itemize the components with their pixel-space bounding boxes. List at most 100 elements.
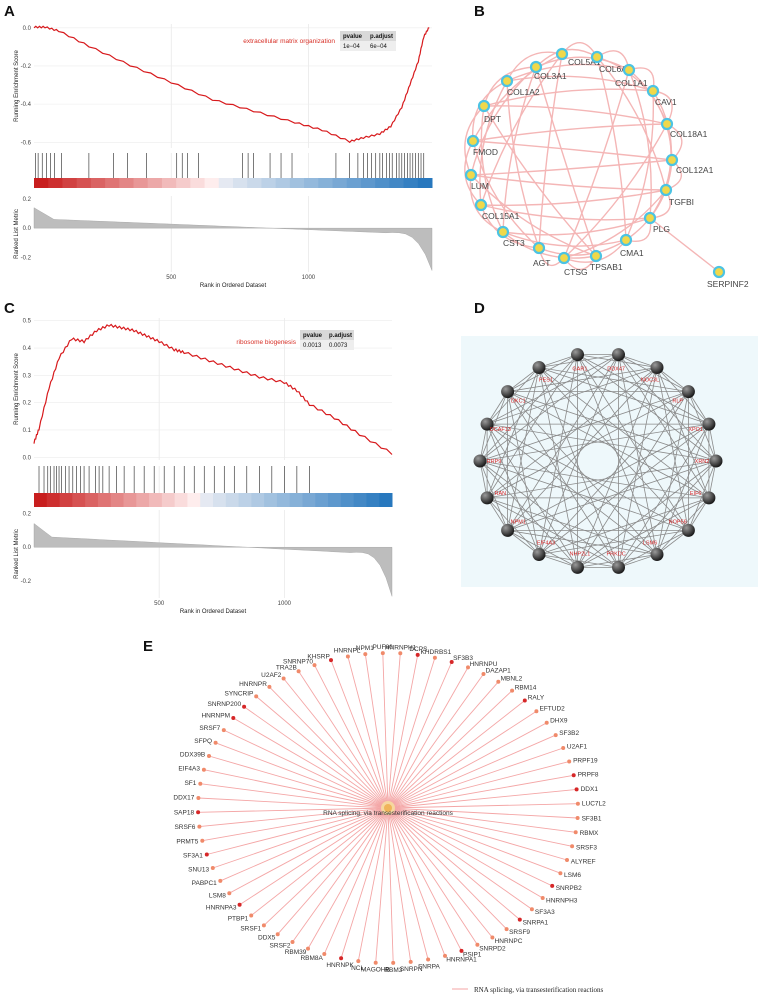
network-e-node-label: HNRNPR — [239, 681, 267, 688]
network-e-node — [275, 932, 280, 937]
network-d-edge — [618, 354, 658, 368]
network-e-node-label: KHDRBS1 — [421, 649, 452, 656]
network-e-edge — [269, 686, 389, 809]
network-e-node-label: DDX17 — [173, 795, 194, 802]
network-b-edge — [483, 105, 597, 257]
network-e-edge — [220, 807, 389, 882]
network-d-node — [702, 491, 716, 505]
y-tick-label: 0.0 — [23, 26, 32, 32]
network-e-node-label: HNRNPC — [495, 938, 523, 945]
network-e-node — [550, 883, 555, 888]
network-e-node-label: DCPS — [409, 646, 428, 653]
network-e-edge — [292, 807, 389, 943]
network-d-edge — [618, 354, 689, 392]
network-b-node — [532, 241, 546, 255]
panel-letter-c: C — [4, 300, 15, 317]
network-e-edge — [202, 807, 389, 842]
network-b-node-label: COL6A3 — [599, 64, 632, 74]
network-d-edge — [479, 391, 689, 462]
network-e-edge — [198, 797, 389, 809]
network-d-node — [612, 560, 625, 574]
network-e-node — [218, 878, 223, 883]
x-axis-title: Rank in Ordered Dataset — [180, 609, 247, 615]
network-e-node — [261, 923, 266, 928]
network-d: PES1 GAR1 DDX47 NOC3L RLP XPO1 XRN2 EIF6 NOP56 LS… — [473, 348, 723, 574]
network-e-edge — [387, 661, 453, 809]
rank-color-cell — [187, 493, 201, 507]
network-e-node-label: HNRNPM — [201, 713, 230, 720]
network-e-node-label: DHX9 — [550, 718, 568, 725]
network-e-edge — [330, 659, 389, 809]
network-d-edge — [507, 367, 540, 531]
table-value-pvalue: 0.0013 — [303, 343, 322, 349]
rank-color-cell — [76, 178, 92, 188]
network-e-node — [443, 953, 447, 958]
network-e-node-label: SF3B3 — [453, 655, 473, 662]
network-b-node — [464, 168, 478, 182]
network-e-node-label: HNRNPU — [470, 661, 498, 668]
network-e-node-label: ALYREF — [571, 858, 596, 865]
network-d-node-label: LSM6 — [643, 540, 657, 546]
network-e-node — [380, 651, 385, 656]
network-e-node — [575, 816, 580, 820]
network-e-legend: RNA splicing, via transesterification re… — [474, 986, 604, 994]
network-b-edge — [464, 105, 485, 176]
network-d-node — [501, 523, 515, 537]
network-d-edge — [486, 497, 658, 555]
network-d-edge — [507, 391, 717, 462]
network-b-edge — [538, 239, 627, 256]
network-e-edge — [215, 742, 389, 809]
network-b-edge — [483, 105, 668, 125]
network-e-node-label: SF3B1 — [582, 815, 602, 822]
network-e-node-label: MBNL2 — [501, 676, 523, 683]
network-e-node — [204, 852, 209, 857]
rank-color-cell — [85, 493, 99, 507]
network-e-edge — [387, 807, 507, 930]
rank-color-cell — [315, 493, 329, 507]
network-d-node — [571, 348, 584, 362]
network-d-edge — [486, 354, 619, 425]
network-e-edge — [314, 664, 389, 809]
network-b-node — [660, 117, 674, 131]
network-b-node-label: COL15A1 — [482, 211, 520, 221]
network-e-center-label: RNA splicing, via transesterification re… — [323, 810, 453, 817]
network-b-edge — [563, 123, 668, 259]
network-d-edge — [486, 423, 689, 531]
y2-axis-title: Ranked List Metric — [14, 529, 20, 579]
term-label: ribosome biogenesis — [236, 339, 296, 346]
y-axis-title: Running Enrichment Score — [14, 352, 20, 424]
network-e-node-label: SRSF2 — [270, 942, 291, 949]
network-e-edge — [387, 807, 543, 899]
network-e-edge — [340, 807, 389, 959]
rank-color-cell — [225, 493, 240, 507]
x-axis-title: Rank in Ordered Dataset — [200, 283, 267, 289]
network-b-node-label: CTSG — [564, 267, 588, 277]
stats-table-header — [340, 31, 396, 41]
network-e-node — [196, 810, 201, 815]
table-value-pvalue: 1e−04 — [343, 44, 361, 50]
network-e-edge — [387, 747, 564, 809]
network-e-node-label: SNRPA — [418, 964, 441, 971]
network-d-node-label: XRN2 — [695, 459, 710, 465]
network-d-node — [532, 361, 546, 374]
network-d-edge — [538, 497, 710, 555]
network-d-edge — [479, 354, 578, 462]
network-d-edge — [486, 497, 540, 555]
table-value-padjust: 0.0073 — [329, 343, 348, 349]
network-b-node-label: FMOD — [473, 147, 498, 157]
network-b-node — [496, 225, 510, 239]
network-b-edge — [470, 66, 537, 176]
network-e-edge — [387, 807, 412, 962]
network-d-edge — [507, 367, 658, 392]
network-e-node — [529, 907, 534, 912]
network-d-edge — [618, 354, 710, 499]
y-axis-title: Running Enrichment Score — [14, 49, 20, 121]
network-b-node-label: TGFBI — [669, 197, 694, 207]
network-d-edge — [507, 367, 658, 531]
network-d-node — [612, 348, 625, 362]
rank-color-cell — [332, 178, 348, 188]
y-tick-label: 0.5 — [23, 319, 32, 325]
network-d-node-label: EIF6 — [690, 491, 702, 497]
network-d-node-label: GAR1 — [572, 366, 587, 372]
network-e-node-label: LSM8 — [209, 892, 226, 899]
